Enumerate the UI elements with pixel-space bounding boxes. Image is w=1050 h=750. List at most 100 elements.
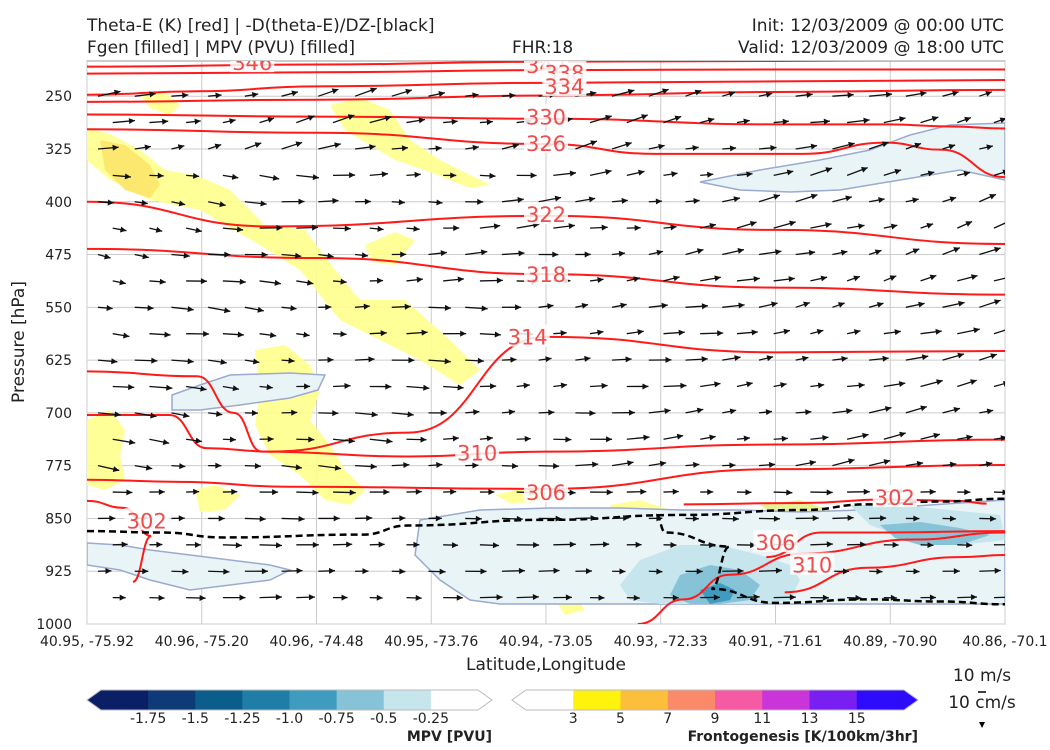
wind-vector-head xyxy=(853,275,860,282)
wind-vector-head xyxy=(111,358,118,365)
wind-vector-head xyxy=(439,568,446,575)
wind-vector-head xyxy=(858,223,865,230)
colorbar-swatch xyxy=(667,690,716,710)
wind-vector-head xyxy=(822,434,829,441)
wind-vector-head xyxy=(275,594,282,601)
wind-vector-head xyxy=(304,383,311,390)
wind-vector-head xyxy=(159,278,166,285)
wind-vector-head xyxy=(560,382,568,389)
wind-vector-head xyxy=(845,195,852,202)
wind-vector-head xyxy=(377,277,384,284)
wind-vector-head xyxy=(420,436,427,443)
wind-vector-head xyxy=(340,278,347,285)
reference-vectors: 10 m/s 10 cm/s xyxy=(948,666,1016,728)
wind-vector-head xyxy=(920,405,927,412)
wind-vector-head xyxy=(914,142,922,149)
wind-vector-head xyxy=(332,410,339,417)
wind-vector-head xyxy=(620,302,627,309)
wind-vector-head xyxy=(260,200,267,207)
mpv-colorbar: -1.75 -1.5 -1.25 -1.0 -0.75 -0.5 -0.25 xyxy=(86,689,493,727)
wind-vector-head xyxy=(916,460,924,467)
wind-vector-head xyxy=(194,541,201,548)
wind-vector-head xyxy=(878,197,885,203)
wind-vector-head xyxy=(344,382,351,389)
wind-vector-head xyxy=(361,252,369,259)
wind-vector-head xyxy=(846,408,853,415)
theta-e-line xyxy=(87,335,1005,453)
wind-vector-head xyxy=(656,249,663,256)
wind-vector-head xyxy=(728,91,736,97)
wind-vector-head xyxy=(275,542,283,549)
wind-vector-head xyxy=(964,116,971,123)
wind-vector-head xyxy=(257,306,264,313)
wind-vector-head xyxy=(641,114,648,120)
theta-e-line xyxy=(87,113,1005,130)
wind-vector-head xyxy=(734,355,741,362)
wind-vector-head xyxy=(151,357,158,364)
colorbar-tick-label: 7 xyxy=(663,711,672,727)
wind-vector-head xyxy=(251,92,259,98)
wind-vector-head xyxy=(291,90,298,97)
wind-vector-head xyxy=(912,197,919,204)
wind-vector-head xyxy=(128,439,136,446)
colorbar-tick-label: -1.0 xyxy=(276,711,303,727)
wind-vector-head xyxy=(989,194,996,200)
wind-vector-head xyxy=(601,382,608,389)
wind-vector-head xyxy=(861,166,868,173)
wind-vector-head xyxy=(472,144,479,151)
wind-vector-head xyxy=(973,327,980,334)
wind-vector-head xyxy=(295,252,302,259)
wind-vector-head xyxy=(953,247,960,253)
wind-vector-head xyxy=(508,409,515,416)
wind-vector-head xyxy=(656,515,663,522)
wind-vector-head xyxy=(239,594,246,601)
valid-time: Valid: 12/03/2009 @ 18:00 UTC xyxy=(738,38,1004,58)
wind-vector-head xyxy=(848,141,855,148)
wind-vector-head xyxy=(220,359,227,365)
wind-vector-head xyxy=(589,90,597,97)
x-tick-label: 40.89, -70.90 xyxy=(843,634,937,650)
wind-vector-head xyxy=(331,88,339,95)
wind-vector-head xyxy=(880,515,887,522)
wind-vector-head xyxy=(970,379,977,385)
wind-vector-head xyxy=(643,434,650,441)
wind-vector-head xyxy=(569,170,577,177)
colorbar-swatch xyxy=(336,690,385,710)
wind-vector-head xyxy=(291,409,298,416)
wind-vector-head xyxy=(179,463,186,470)
wind-vector-head xyxy=(144,144,151,151)
wind-vector-head xyxy=(158,488,165,495)
wind-vector-head xyxy=(492,542,499,549)
wind-vector-head xyxy=(450,172,457,179)
wind-vector-head xyxy=(200,385,207,392)
wind-vector-head xyxy=(414,171,421,178)
wind-vector-head xyxy=(386,438,393,445)
wind-vector-head xyxy=(106,305,113,312)
wind-vector-head xyxy=(381,171,388,178)
wind-vector-head xyxy=(444,304,451,311)
wind-vector-head xyxy=(510,356,517,363)
wind-vector-head xyxy=(890,223,898,230)
wind-vector-head xyxy=(407,411,414,418)
wind-vector-head xyxy=(334,464,342,471)
wind-vector-head xyxy=(303,331,310,338)
wind-vector-head xyxy=(709,222,716,229)
wind-vector-head xyxy=(883,459,891,465)
wind-vector-head xyxy=(810,143,818,150)
colorbar-swatch xyxy=(101,690,149,710)
wind-vector-head xyxy=(565,594,572,601)
y-axis-label: Pressure [hPa] xyxy=(9,281,29,403)
wind-vector-head xyxy=(403,462,410,469)
fgen-colorbar: 3 5 7 9 11 13 15 xyxy=(511,689,919,727)
wind-vector-head xyxy=(218,515,225,522)
wind-vector-head xyxy=(200,278,207,285)
wind-vector-head xyxy=(809,460,816,466)
wind-vector-head xyxy=(606,436,613,443)
wind-vector-head xyxy=(743,435,750,442)
wind-vector-head xyxy=(694,89,702,96)
wind-vector-head xyxy=(985,461,993,468)
wind-vector-head xyxy=(665,356,672,363)
wind-vector-head xyxy=(334,142,341,149)
wind-vector-head xyxy=(565,436,572,443)
wind-vector-head xyxy=(177,144,185,151)
